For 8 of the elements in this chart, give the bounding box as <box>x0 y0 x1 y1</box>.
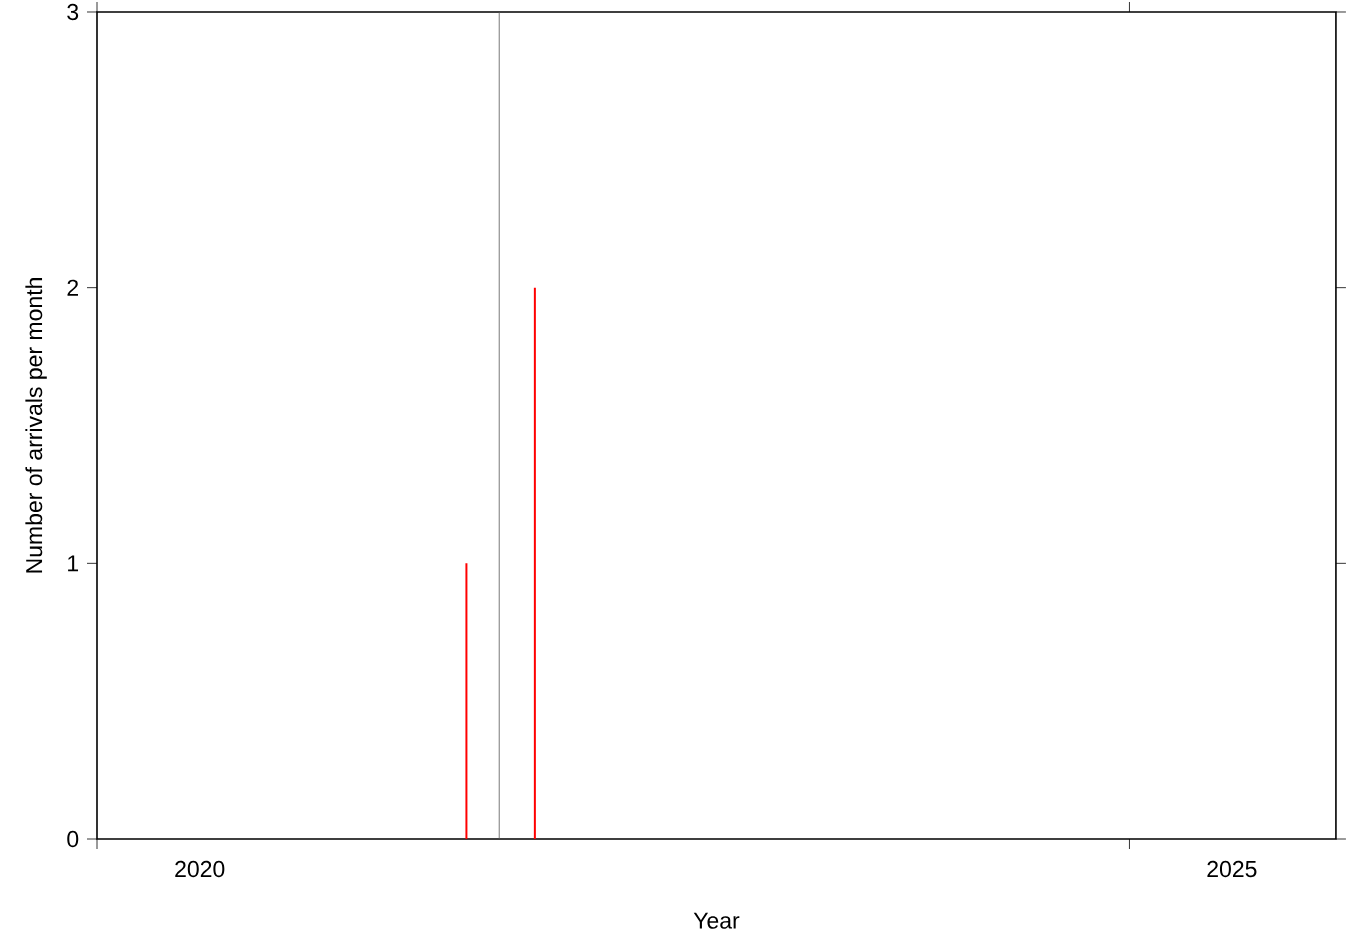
y-tick-label: 1 <box>68 555 79 572</box>
x-tick-label: 2020 <box>175 860 225 878</box>
y-axis-title: Number of arrivals per month <box>25 278 47 573</box>
y-tick-label: 3 <box>67 3 79 21</box>
x-tick-label: 2025 <box>1207 860 1257 878</box>
x-axis-title: Year <box>693 912 740 929</box>
y-tick-label: 0 <box>67 830 79 848</box>
y-tick-label: 2 <box>67 279 78 296</box>
